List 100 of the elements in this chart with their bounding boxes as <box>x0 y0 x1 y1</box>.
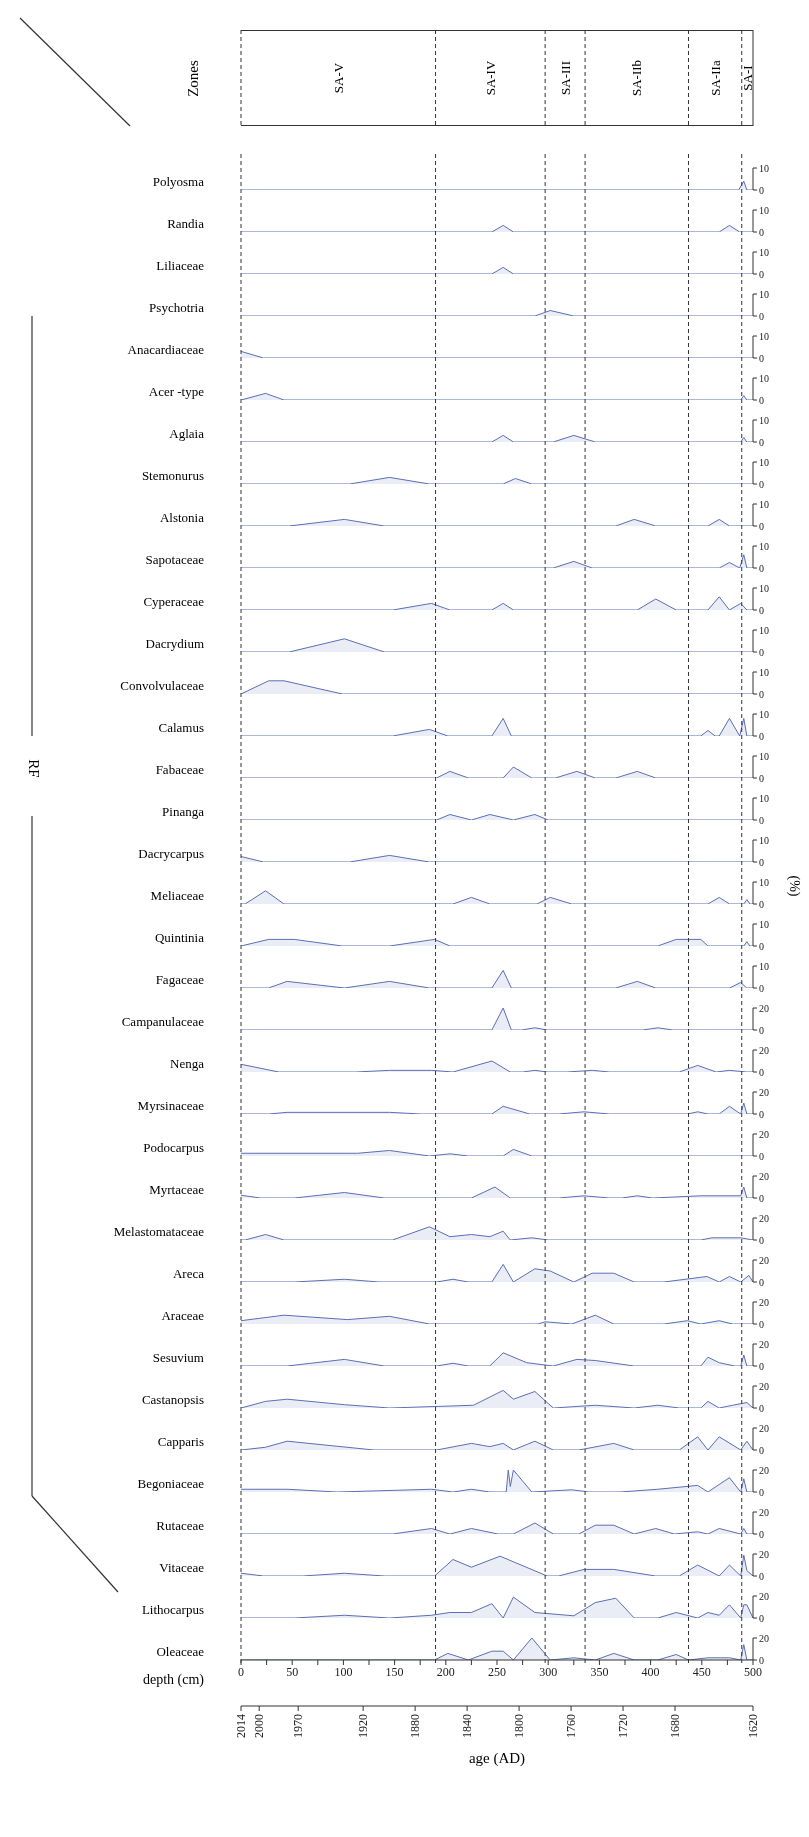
y-tick-label: 10 <box>759 456 769 468</box>
x-tick-label: 500 <box>744 1664 762 1679</box>
text: Nenga <box>170 1056 204 1072</box>
text: Aglaia <box>169 426 204 442</box>
text: Lithocarpus <box>141 1602 204 1618</box>
y-tick-label: 0 <box>759 1528 764 1540</box>
text: Convolvulaceae <box>120 678 204 694</box>
text: Fagaceae <box>155 972 204 988</box>
text: Oleaceae <box>156 1644 204 1660</box>
y-tick-label: 10 <box>759 372 769 384</box>
text: Fabaceae <box>155 762 204 778</box>
y-tick-label: 0 <box>759 1486 764 1498</box>
y-tick-label: 0 <box>759 604 764 616</box>
text: Capparis <box>157 1434 204 1450</box>
y-tick-label: 0 <box>759 352 764 364</box>
x2-tick-label: 1800 <box>512 1714 527 1738</box>
y-tick-label: 20 <box>759 1590 769 1602</box>
x-tick-label: 50 <box>286 1664 299 1679</box>
y-tick-label: 10 <box>759 498 769 510</box>
y-tick-label: 10 <box>759 792 769 804</box>
y-tick-label: 0 <box>759 268 764 280</box>
y-tick-label: 0 <box>759 730 764 742</box>
y-tick-label: 10 <box>759 876 769 888</box>
y-tick-label: 0 <box>759 1234 764 1246</box>
x2-tick-label: 1720 <box>616 1714 631 1738</box>
x-tick-label: 300 <box>539 1664 558 1679</box>
y-tick-label: 0 <box>759 1654 764 1666</box>
y-tick-label: 10 <box>759 540 769 552</box>
y-tick-label: 20 <box>759 1338 769 1350</box>
y-tick-label: 0 <box>759 1612 764 1624</box>
y-tick-label: 20 <box>759 1380 769 1392</box>
y-tick-label: 20 <box>759 1128 769 1140</box>
text: Psychotria <box>149 300 204 316</box>
y-tick-label: 20 <box>759 1422 769 1434</box>
x-tick-label: 250 <box>488 1664 506 1679</box>
y-tick-label: 0 <box>759 1444 764 1456</box>
y-tick-label: 0 <box>759 940 764 952</box>
y-tick-label: 20 <box>759 1296 769 1308</box>
text: RF <box>24 758 42 778</box>
y-tick-label: 10 <box>759 666 769 678</box>
text: Rutaceae <box>156 1518 204 1534</box>
y-tick-label: 0 <box>759 1318 764 1330</box>
x-axis-title: depth (cm) <box>142 1672 204 1688</box>
text: SA-I <box>739 65 755 91</box>
y-tick-label: 0 <box>759 646 764 658</box>
x2-tick-label: 1760 <box>564 1714 579 1738</box>
text: Vitaceae <box>159 1560 204 1576</box>
x-tick-label: 200 <box>436 1664 455 1679</box>
x2-tick-label: 1970 <box>291 1714 306 1738</box>
x2-tick-label: 1880 <box>408 1714 423 1738</box>
text: Quintinia <box>154 930 204 946</box>
text: Acer -type <box>148 384 204 400</box>
text: Podocarpus <box>143 1140 204 1156</box>
y-tick-label: 10 <box>759 246 769 258</box>
y-tick-label: 0 <box>759 1402 764 1414</box>
x2-tick-label: 1840 <box>460 1714 475 1738</box>
y-tick-label: 10 <box>759 288 769 300</box>
y-tick-label: 0 <box>759 982 764 994</box>
text: Myrtaceae <box>149 1182 204 1198</box>
y-tick-label: 10 <box>759 708 769 720</box>
text: Calamus <box>158 720 204 736</box>
y-tick-label: 0 <box>759 310 764 322</box>
y-tick-label: 10 <box>759 162 769 174</box>
y-tick-label: 10 <box>759 750 769 762</box>
y-tick-label: 10 <box>759 330 769 342</box>
y-tick-label: 0 <box>759 1066 764 1078</box>
y-tick-label: 10 <box>759 960 769 972</box>
text: Stemonurus <box>141 468 204 484</box>
y-tick-label: 20 <box>759 1044 769 1056</box>
text: SA-III <box>557 61 573 95</box>
text: Begoniaceae <box>137 1476 204 1492</box>
text: Zones <box>184 59 202 97</box>
text: Alstonia <box>159 510 204 526</box>
y-tick-label: 0 <box>759 898 764 910</box>
text: Anacardiaceae <box>127 342 204 358</box>
x-tick-label: 350 <box>590 1664 609 1679</box>
y-tick-label: 0 <box>759 436 764 448</box>
text: Pinanga <box>162 804 204 820</box>
text: Dacrydium <box>145 636 204 652</box>
x-tick-label: 0 <box>238 1664 244 1679</box>
text: Araceae <box>161 1308 204 1324</box>
y-tick-label: 0 <box>759 856 764 868</box>
y-tick-label: 20 <box>759 1170 769 1182</box>
y-tick-label: 0 <box>759 1570 764 1582</box>
text: SA-IIb <box>629 59 645 97</box>
x2-axis-title: age (AD) <box>467 1750 527 1767</box>
text: Cyperaceae <box>143 594 204 610</box>
y-tick-label: 0 <box>759 394 764 406</box>
y-tick-label: 0 <box>759 1192 764 1204</box>
y-tick-label: 10 <box>759 834 769 846</box>
y-tick-label: 20 <box>759 1506 769 1518</box>
text: Areca <box>172 1266 204 1282</box>
y-tick-label: 0 <box>759 562 764 574</box>
text: SA-IV <box>482 60 498 96</box>
x2-tick-label: 2014 <box>234 1714 248 1738</box>
x2-tick-label: 1680 <box>668 1714 683 1738</box>
y-tick-label: 20 <box>759 1212 769 1224</box>
y-tick-label: 20 <box>759 1086 769 1098</box>
y-tick-label: 10 <box>759 624 769 636</box>
x-tick-label: 100 <box>334 1664 353 1679</box>
